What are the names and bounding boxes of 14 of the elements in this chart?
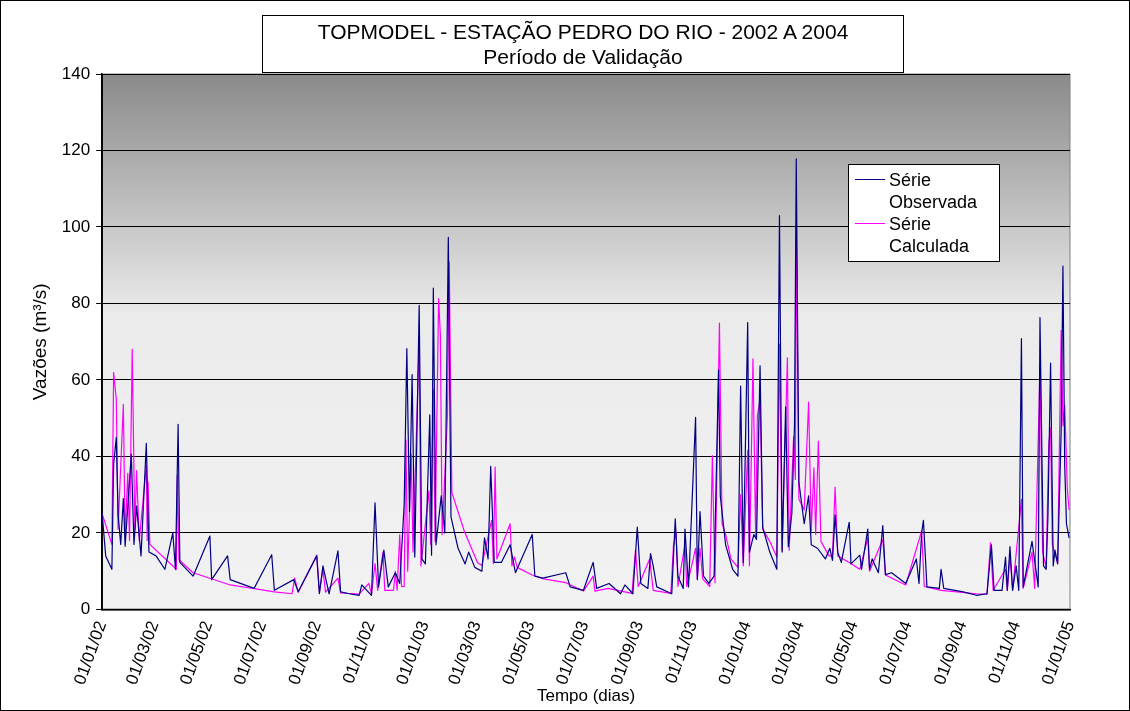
chart-title: TOPMODEL - ESTAÇÃO PEDRO DO RIO - 2002 A 2004	[316, 19, 850, 44]
y-tick-label: 100	[61, 216, 91, 236]
y-tick-label: 20	[71, 522, 91, 542]
y-tick-label: 80	[71, 293, 91, 313]
x-axis-title: Tempo (dias)	[536, 686, 636, 706]
y-tick-label: 40	[71, 446, 91, 466]
y-tick-label: 0	[80, 599, 91, 619]
chart-subtitle: Período de Validação	[482, 44, 684, 69]
y-tick-label: 140	[61, 63, 91, 83]
legend-label: Série Calculada	[889, 213, 971, 257]
legend-label: Série Observada	[889, 169, 979, 213]
y-tick-label: 60	[71, 369, 91, 389]
y-axis-title: Vazões (m³/s)	[28, 283, 50, 401]
y-tick-label: 120	[61, 140, 91, 160]
